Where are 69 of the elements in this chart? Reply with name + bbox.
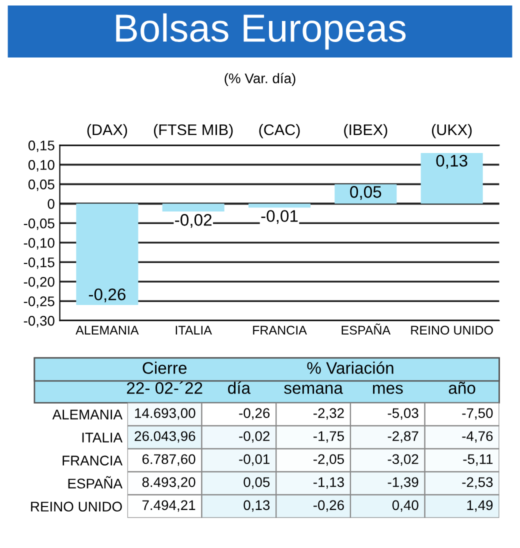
data-label: -2,32 xyxy=(313,408,344,420)
y-tick-label: 0,10 xyxy=(28,160,54,172)
data-label: 0,13 xyxy=(436,154,468,169)
y-tick-label: FRANCIA xyxy=(62,456,123,466)
data-label: 8.493,20 xyxy=(142,477,196,489)
x-tick-label: mes xyxy=(373,384,403,394)
x-tick-label: ESPAÑA xyxy=(342,324,391,335)
data-label: -0,26 xyxy=(239,408,270,420)
x-tick-label: REINO UNIDO xyxy=(411,326,493,335)
y-tick-label: ALEMANIA xyxy=(52,410,123,420)
data-label: -0,02 xyxy=(239,431,270,443)
text: (UKX) xyxy=(432,124,472,138)
data-label: -5,03 xyxy=(388,408,418,420)
y-tick-label: ITALIA xyxy=(82,432,123,442)
y-tick-label: 0 xyxy=(48,199,54,209)
data-label: 0,13 xyxy=(244,500,270,512)
data-label: 7.494,21 xyxy=(142,500,196,512)
data-label: 1,49 xyxy=(467,500,493,512)
data-label: -4,76 xyxy=(462,431,493,443)
x-tick-label: 22- 02-´22 xyxy=(126,381,202,394)
data-label: -5,11 xyxy=(463,454,493,466)
data-label: -0,26 xyxy=(88,288,126,302)
bar xyxy=(76,204,138,305)
data-label: 0,05 xyxy=(244,477,270,489)
text: (CAC) xyxy=(259,124,300,138)
data-label: 14.693,00 xyxy=(135,408,196,420)
bar xyxy=(420,153,483,204)
data-label: -7,50 xyxy=(462,408,493,420)
text: (DAX) xyxy=(87,124,128,138)
text: Cierre xyxy=(142,362,187,374)
y-tick-label: -0,10 xyxy=(24,238,54,250)
data-label: -0,01 xyxy=(261,210,298,224)
x-tick-label: día xyxy=(228,381,251,394)
data-label: -0,02 xyxy=(175,214,212,228)
data-label: -2,87 xyxy=(388,431,418,443)
chart-subtitle: (% Var. día) xyxy=(224,72,296,86)
x-tick-label: ITALIA xyxy=(176,326,212,334)
bar xyxy=(334,184,397,204)
chart-title: Bolsas Europeas xyxy=(116,13,406,50)
y-tick-label: 0,05 xyxy=(28,180,54,191)
data-label: 6.787,60 xyxy=(142,454,196,466)
data-label: 26.043,96 xyxy=(134,431,196,443)
y-tick-label: REINO UNIDO xyxy=(31,502,122,512)
data-label: -1,39 xyxy=(388,477,418,489)
y-tick-label: -0,20 xyxy=(24,276,54,288)
data-label: -0,26 xyxy=(313,500,344,512)
x-tick-label: semana xyxy=(284,384,343,394)
data-label: -2,05 xyxy=(313,454,344,466)
y-tick-label: -0,25 xyxy=(24,296,54,308)
x-tick-label: ALEMANIA xyxy=(76,326,139,334)
text: % Variación xyxy=(307,361,394,374)
data-label: -3,02 xyxy=(388,454,418,466)
data-label: -1,13 xyxy=(313,477,344,489)
y-tick-label: 0,15 xyxy=(28,140,54,152)
data-label: 0,40 xyxy=(392,500,418,512)
text: (FTSE MIB) xyxy=(154,124,233,138)
data-label: -1,75 xyxy=(313,431,344,443)
y-tick-label: ESPAÑA xyxy=(68,476,123,489)
data-label: -0,01 xyxy=(239,454,270,466)
y-tick-label: -0,05 xyxy=(24,218,54,230)
x-tick-label: año xyxy=(448,382,476,394)
y-tick-label: -0,15 xyxy=(24,257,54,269)
bar xyxy=(248,204,311,208)
y-tick-label: -0,30 xyxy=(24,316,54,328)
bar xyxy=(162,204,224,212)
x-tick-label: FRANCIA xyxy=(253,326,307,335)
data-label: -2,53 xyxy=(462,477,493,489)
data-label: 0,05 xyxy=(350,186,382,200)
text: (IBEX) xyxy=(344,124,388,138)
